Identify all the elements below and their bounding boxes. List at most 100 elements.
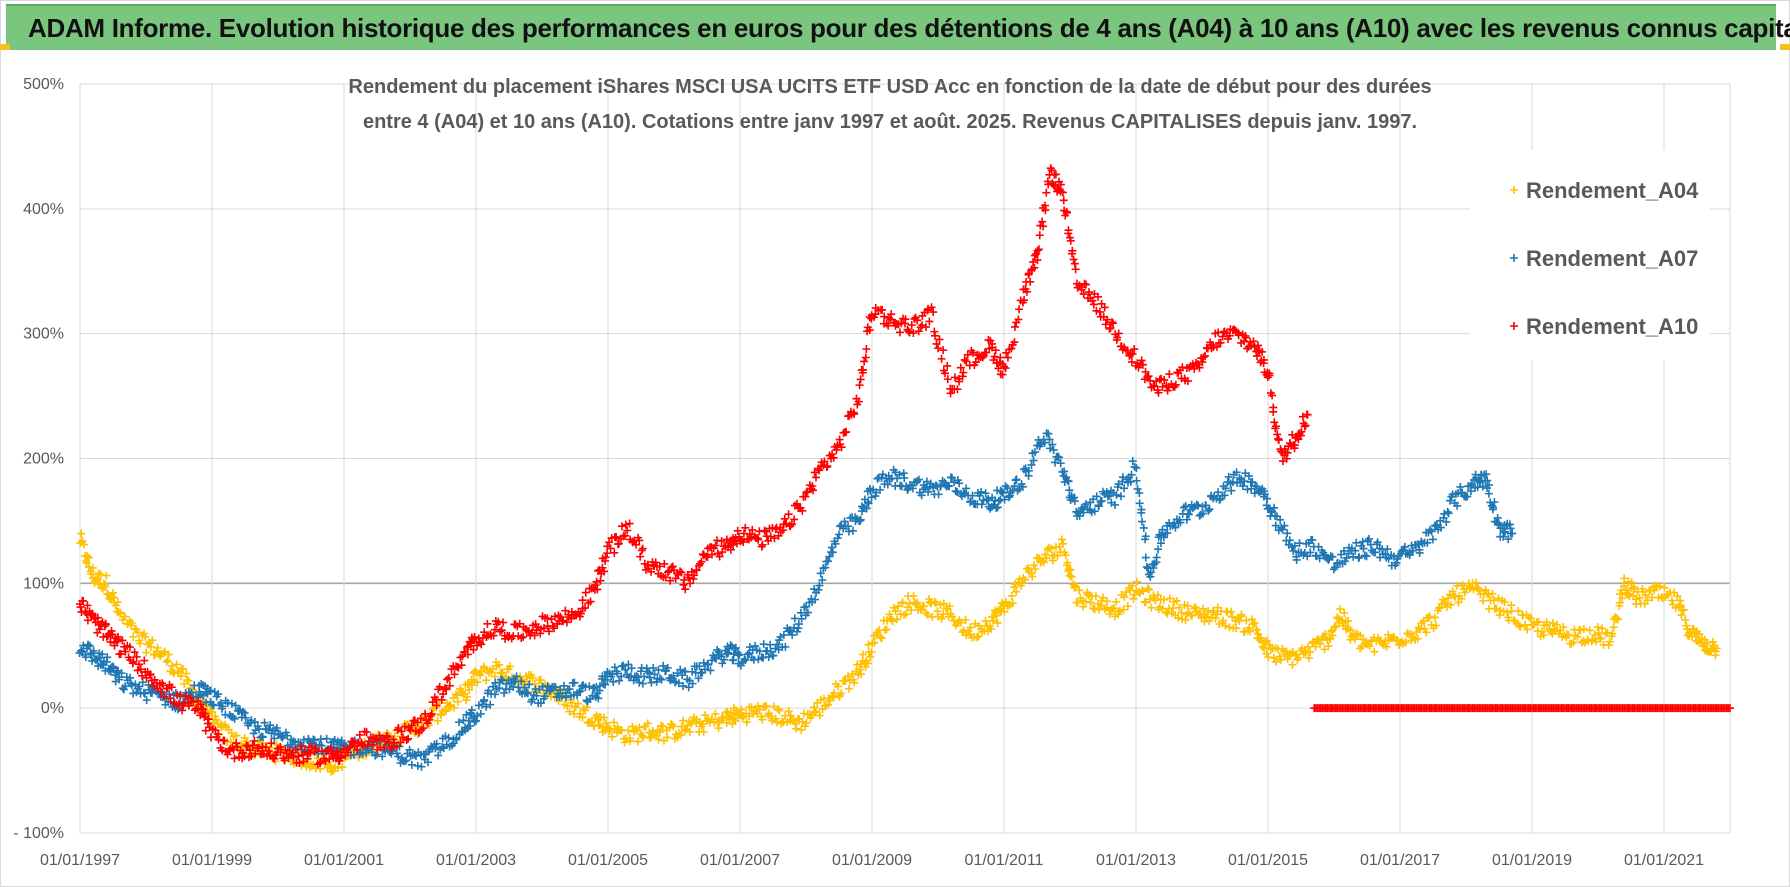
data-point — [582, 703, 591, 712]
data-point — [704, 660, 713, 669]
data-point — [1024, 466, 1033, 475]
data-point — [1252, 352, 1261, 361]
data-point — [733, 526, 742, 535]
data-point — [993, 618, 1002, 627]
data-point — [1616, 590, 1625, 599]
data-point — [677, 568, 686, 577]
data-point — [489, 631, 498, 640]
data-point — [517, 677, 526, 686]
data-point — [91, 574, 100, 583]
data-point — [792, 499, 801, 508]
data-point — [745, 530, 754, 539]
data-point — [654, 735, 663, 744]
data-point — [1098, 593, 1107, 602]
data-point — [1064, 226, 1073, 235]
data-point — [711, 709, 720, 718]
data-point — [1018, 482, 1027, 491]
data-point — [121, 682, 130, 691]
data-point — [295, 759, 304, 768]
data-point — [470, 717, 479, 726]
data-point — [445, 701, 454, 710]
data-point — [700, 665, 709, 674]
data-point — [688, 717, 697, 726]
data-point — [883, 480, 892, 489]
data-point — [962, 631, 971, 640]
data-point — [919, 602, 928, 611]
data-point — [1304, 654, 1313, 663]
data-point — [83, 616, 92, 625]
data-point — [1493, 513, 1502, 522]
legend-marker — [1510, 322, 1518, 330]
data-point — [497, 626, 506, 635]
data-point — [1079, 290, 1088, 299]
data-point — [1228, 478, 1237, 487]
data-point — [855, 665, 864, 674]
data-point — [463, 650, 472, 659]
data-point — [394, 752, 403, 761]
data-point — [1221, 621, 1230, 630]
data-point — [810, 708, 819, 717]
data-point — [1351, 635, 1359, 644]
data-point — [764, 536, 773, 545]
data-point — [1316, 639, 1325, 648]
data-point — [1190, 364, 1199, 373]
data-point — [1238, 482, 1247, 491]
data-point — [647, 567, 656, 576]
data-point — [1057, 535, 1066, 544]
data-point — [867, 493, 876, 502]
data-point — [963, 350, 972, 359]
data-point — [913, 477, 922, 486]
data-point — [1192, 500, 1201, 509]
data-point — [125, 643, 134, 652]
data-point — [968, 491, 977, 500]
data-point — [560, 681, 569, 690]
data-point — [528, 695, 537, 704]
data-point — [1641, 591, 1650, 600]
data-point — [115, 673, 124, 682]
data-point — [1300, 422, 1309, 431]
data-point — [432, 701, 441, 710]
data-point — [1137, 356, 1146, 365]
data-point — [832, 445, 841, 454]
data-point — [715, 552, 724, 561]
data-point — [89, 646, 98, 655]
data-point — [1475, 586, 1484, 595]
data-point — [381, 746, 390, 755]
data-point — [1324, 642, 1333, 651]
data-point — [536, 699, 545, 708]
data-point — [735, 650, 744, 659]
data-point — [1260, 637, 1269, 646]
data-point — [1471, 578, 1480, 587]
data-point — [676, 567, 685, 576]
data-point — [931, 481, 940, 490]
data-point — [645, 673, 654, 682]
data-point — [442, 707, 451, 716]
data-point — [1146, 568, 1155, 577]
data-point — [165, 690, 174, 699]
data-point — [1538, 627, 1547, 636]
data-point — [769, 651, 778, 660]
data-point — [827, 543, 836, 552]
data-point — [754, 535, 763, 544]
data-point — [753, 709, 762, 718]
data-point — [880, 312, 889, 321]
data-point — [76, 603, 85, 612]
data-point — [211, 726, 220, 735]
data-point — [1673, 592, 1682, 601]
data-point — [913, 316, 922, 325]
data-point — [1004, 493, 1013, 502]
data-point — [227, 699, 236, 708]
data-point — [663, 733, 672, 742]
data-point — [203, 702, 212, 711]
data-point — [1039, 558, 1048, 567]
data-point — [1178, 363, 1187, 372]
data-point — [424, 758, 433, 767]
data-point — [400, 757, 409, 766]
data-point — [424, 715, 433, 724]
data-point — [1012, 587, 1021, 596]
data-point — [167, 683, 176, 692]
data-point — [1204, 506, 1213, 515]
data-point — [1249, 337, 1258, 346]
data-point — [934, 490, 943, 499]
data-point — [1427, 527, 1436, 536]
